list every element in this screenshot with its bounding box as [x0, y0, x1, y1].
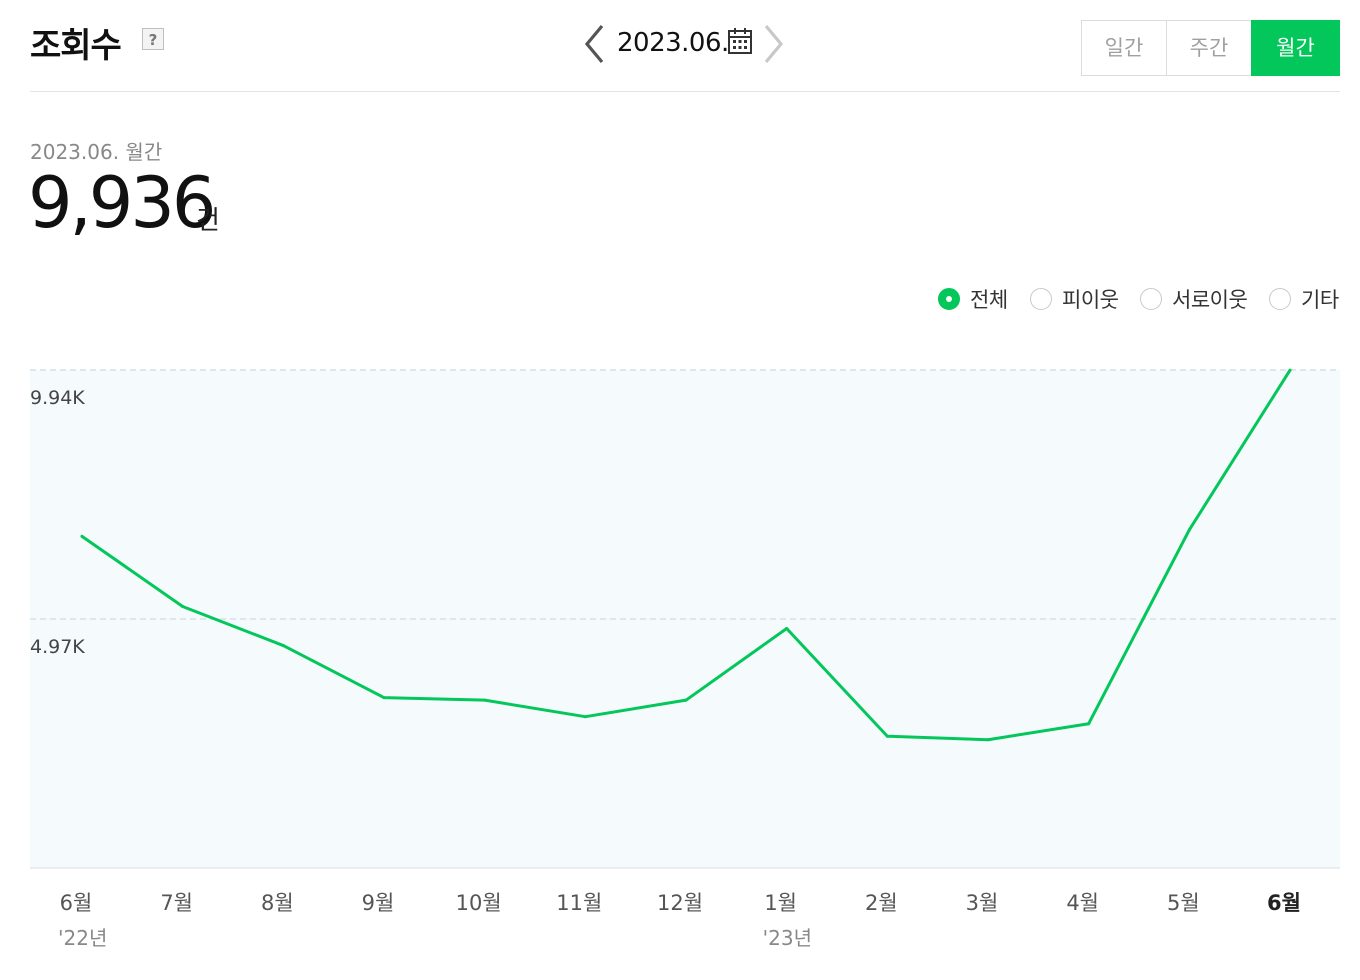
x-tick-label: 1월 — [764, 891, 797, 915]
calendar-icon[interactable] — [727, 26, 753, 56]
data-point — [583, 715, 587, 719]
x-tick-label: 11월 — [556, 891, 602, 915]
radio-icon[interactable] — [1030, 288, 1052, 310]
header-divider — [30, 91, 1340, 92]
radio-icon[interactable] — [1269, 288, 1291, 310]
filter-other[interactable]: 기타 — [1269, 284, 1339, 314]
data-point — [281, 644, 285, 648]
filter-label: 전체 — [970, 288, 1008, 312]
x-tick-label: 9월 — [362, 891, 395, 915]
x-tick-label: 7월 — [160, 891, 193, 915]
tab-weekly[interactable]: 주간 — [1166, 20, 1252, 76]
filter-mutual-neighbor[interactable]: 서로이웃 — [1140, 284, 1248, 314]
x-tick-label: 12월 — [657, 891, 703, 915]
data-point — [785, 627, 789, 631]
tab-daily[interactable]: 일간 — [1081, 20, 1167, 76]
page-title: 조회수 — [30, 26, 122, 66]
filter-label: 서로이웃 — [1172, 288, 1248, 312]
question-mark-icon[interactable]: ? — [142, 28, 164, 50]
x-tick-label: 3월 — [966, 891, 999, 915]
year-label: '22년 — [58, 926, 107, 950]
y-tick-label: 4.97K — [30, 636, 85, 658]
x-tick-label: 10월 — [456, 891, 502, 915]
data-point — [986, 738, 990, 742]
x-tick-label: 8월 — [261, 891, 294, 915]
year-label: '23년 — [763, 926, 812, 950]
data-point — [1288, 368, 1292, 372]
data-point — [181, 604, 185, 608]
filter-all[interactable]: 전체 — [938, 284, 1008, 314]
series-line — [80, 368, 1292, 742]
date-label: 2023.06. — [617, 28, 729, 58]
data-point — [382, 696, 386, 700]
filter-label: 기타 — [1301, 288, 1339, 312]
data-point — [1187, 528, 1191, 532]
total-views-unit: 건 — [196, 206, 220, 236]
data-point — [483, 698, 487, 702]
tab-monthly[interactable]: 월간 — [1251, 20, 1340, 76]
data-point — [80, 534, 84, 538]
data-point — [1087, 722, 1091, 726]
radio-selected-icon[interactable] — [938, 288, 960, 310]
chevron-left-icon[interactable] — [580, 22, 610, 66]
data-point — [684, 698, 688, 702]
chevron-right-icon[interactable] — [758, 22, 788, 66]
data-point — [885, 734, 889, 738]
filter-label: 피이웃 — [1062, 288, 1119, 312]
y-tick-label: 9.94K — [30, 387, 85, 409]
filter-neighbor[interactable]: 피이웃 — [1030, 284, 1119, 314]
x-tick-label: 6월 — [1267, 891, 1301, 915]
radio-icon[interactable] — [1140, 288, 1162, 310]
plot-area — [30, 370, 1340, 868]
x-tick-label: 5월 — [1167, 891, 1200, 915]
x-tick-label: 6월 — [60, 891, 93, 915]
x-tick-label: 2월 — [865, 891, 898, 915]
x-tick-label: 4월 — [1066, 891, 1099, 915]
total-views-value: 9,936 — [28, 162, 216, 244]
period-label: 2023.06. 월간 — [30, 140, 163, 164]
